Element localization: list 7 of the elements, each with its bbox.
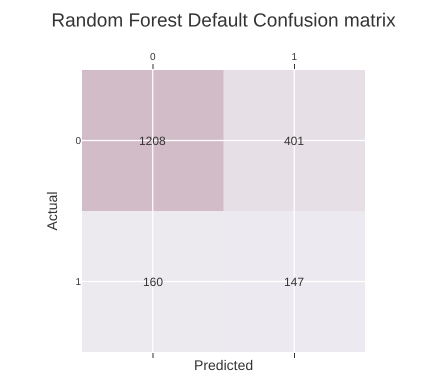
data-label: 1208 [139,134,166,148]
data-label: 147 [284,275,304,289]
chart-title: Random Forest Default Confusion matrix [51,10,396,32]
data-label: 160 [143,275,164,289]
data-label: 401 [284,134,304,148]
x-axis-title: Predicted [194,357,254,373]
y-axis-title: Actual [44,192,60,230]
